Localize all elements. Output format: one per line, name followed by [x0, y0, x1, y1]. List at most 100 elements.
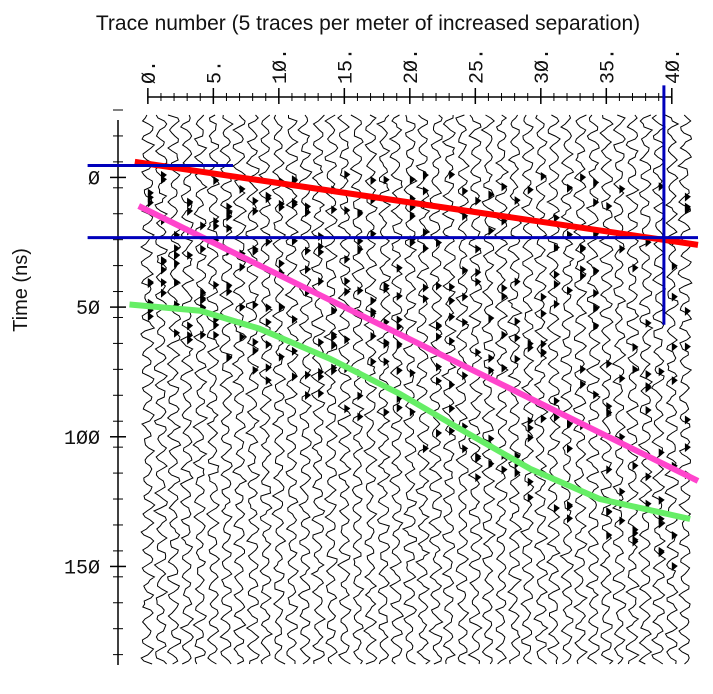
trace-fill [160, 265, 167, 275]
trace-fill [370, 357, 377, 367]
trace-fill [449, 170, 456, 180]
trace-fill [553, 280, 560, 290]
trace-fill [671, 561, 678, 571]
trace-fill [370, 176, 377, 186]
trace-fill [252, 247, 259, 257]
trace-wiggle [625, 114, 640, 665]
trace-fill [422, 444, 429, 454]
trace-fill [436, 376, 443, 386]
trace-fill [239, 302, 246, 312]
trace-fill [684, 443, 691, 453]
trace-fill [567, 514, 574, 524]
trace-fill [475, 473, 482, 483]
trace-fill [226, 353, 233, 363]
trace-fill [422, 170, 429, 180]
trace-fill [540, 172, 547, 182]
trace-fill [671, 531, 678, 541]
trace-wiggle [611, 114, 627, 665]
trace-fill [383, 408, 390, 418]
trace-fill [383, 175, 390, 185]
trace-fill [436, 362, 443, 372]
trace-fill [174, 251, 181, 261]
trace-wiggle [244, 114, 261, 665]
trace-fill [252, 300, 259, 310]
trace-fill [422, 186, 429, 196]
trace-fill [606, 507, 613, 517]
trace-fill [383, 357, 390, 367]
trace-fill [645, 499, 652, 509]
trace-wiggle [546, 114, 562, 665]
trace-wiggle [572, 114, 588, 665]
trace-fill [645, 369, 652, 379]
trace-fill [658, 367, 665, 377]
trace-wiggle [533, 114, 549, 665]
trace-fill [553, 243, 560, 253]
trace-fill [318, 242, 325, 252]
trace-fill [514, 317, 521, 327]
trace-fill [436, 322, 443, 332]
trace-fill [475, 348, 482, 358]
trace-fill [527, 433, 534, 443]
trace-wiggle [520, 114, 535, 665]
trace-fill [252, 337, 259, 347]
trace-wiggle [310, 114, 326, 665]
trace-fill [632, 528, 639, 538]
trace-fill [396, 315, 403, 325]
annotation-line [129, 301, 691, 522]
trace-wiggle [651, 114, 667, 665]
trace-fill [527, 423, 534, 433]
trace-fill [671, 292, 678, 302]
trace-fill [344, 277, 351, 287]
trace-fill [632, 263, 639, 273]
trace-wiggle [401, 114, 418, 665]
trace-fill [462, 444, 469, 454]
trace-wiggle [598, 114, 614, 665]
y-tick-label: Ø [88, 168, 100, 191]
trace-fill [265, 376, 272, 386]
trace-fill [632, 365, 639, 375]
trace-fill [658, 548, 665, 558]
trace-fill [580, 365, 587, 375]
trace-wiggle [271, 114, 287, 665]
trace-fill [331, 205, 338, 215]
x-tick-label: 4Ø. [663, 48, 686, 84]
trace-wiggle [323, 114, 339, 665]
trace-fill [160, 278, 167, 288]
trace-fill [396, 403, 403, 413]
trace-fill [671, 261, 678, 271]
trace-fill [409, 407, 416, 417]
trace-fill [671, 376, 678, 386]
trace-fill [606, 202, 613, 212]
trace-fill [619, 244, 626, 254]
y-tick-label: 5Ø [76, 298, 100, 321]
trace-fill [540, 339, 547, 349]
trace-fill [187, 197, 194, 207]
trace-fill [606, 465, 613, 475]
trace-fill [488, 226, 495, 236]
trace-fill [265, 363, 272, 373]
trace-fill [370, 307, 377, 317]
trace-fill [200, 330, 207, 340]
trace-fill [344, 206, 351, 216]
trace-fill [593, 198, 600, 208]
trace-fill [278, 203, 285, 213]
trace-fill [436, 281, 443, 291]
trace-fill [606, 408, 613, 418]
trace-fill [567, 502, 574, 512]
trace-fill [291, 372, 298, 382]
trace-fill [619, 432, 626, 442]
trace-wiggle [258, 114, 273, 665]
trace-fill [396, 322, 403, 332]
trace-fill [514, 468, 521, 478]
trace-fill [619, 374, 626, 384]
trace-fill [174, 244, 181, 254]
y-tick-label: 1ØØ [64, 428, 100, 451]
trace-fill [213, 330, 220, 340]
trace-fill [357, 391, 364, 401]
trace-fill [422, 294, 429, 304]
trace-fill [449, 296, 456, 306]
trace-fill [606, 402, 613, 412]
trace-fill [331, 306, 338, 316]
trace-fill [632, 342, 639, 352]
